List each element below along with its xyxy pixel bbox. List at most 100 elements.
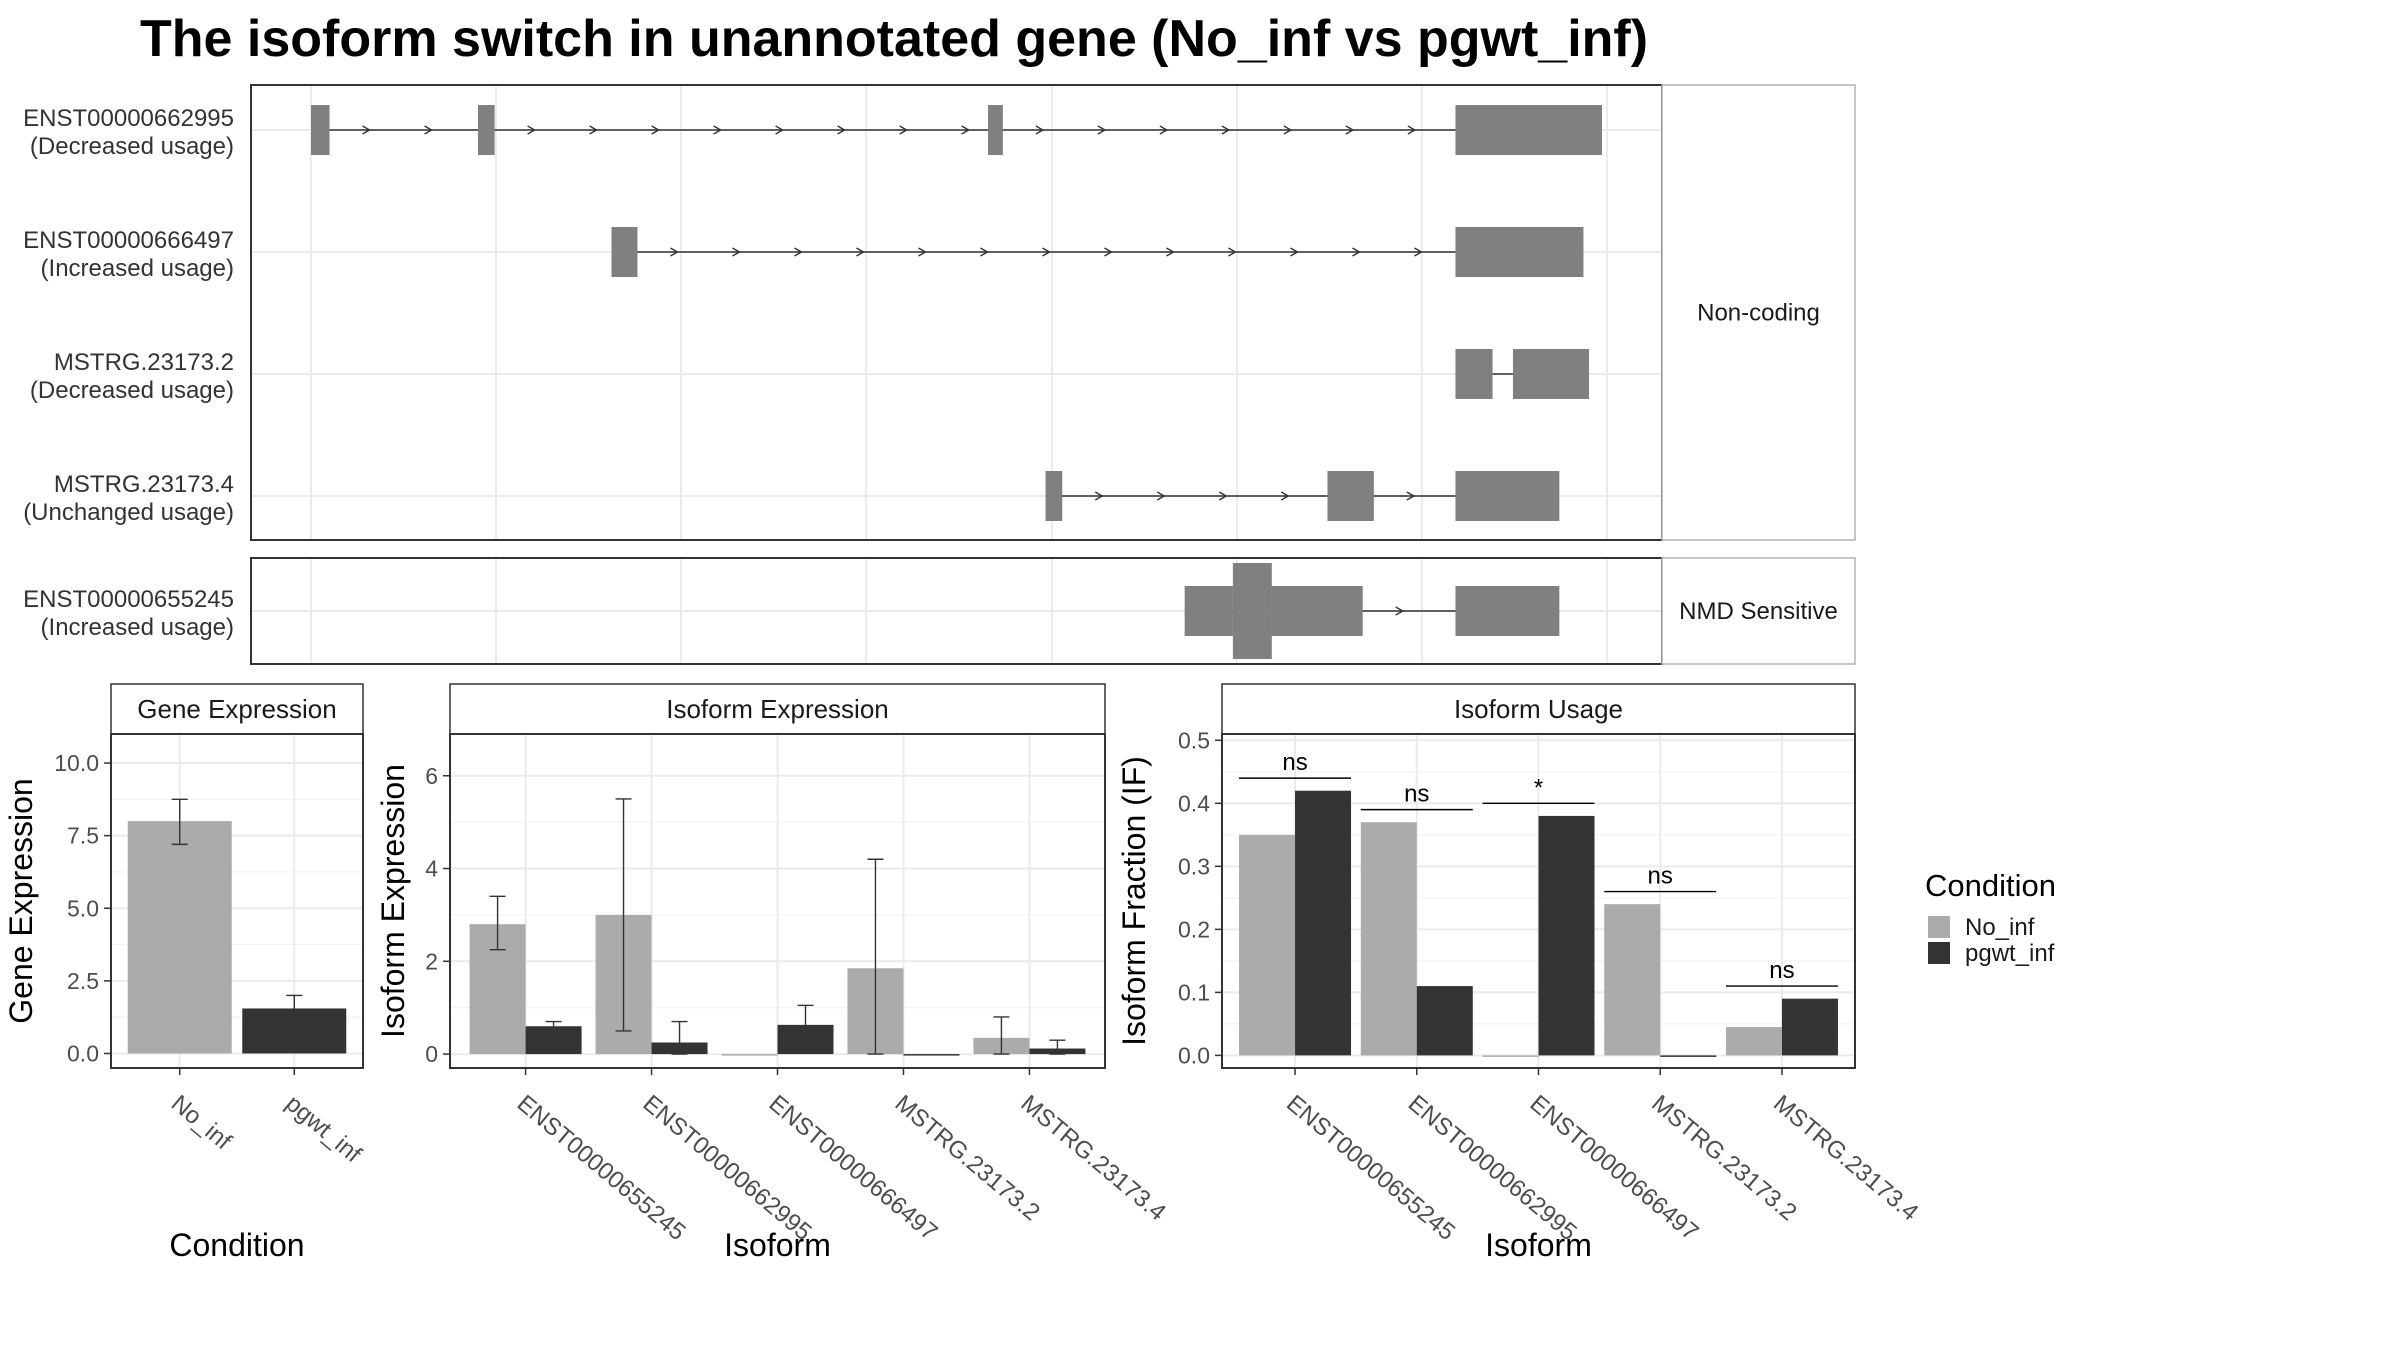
y-axis-title: Isoform Fraction (IF) <box>1116 756 1152 1046</box>
bar <box>1660 1055 1717 1057</box>
bar <box>721 1054 778 1056</box>
y-tick-label: 0.4 <box>1178 790 1210 816</box>
x-axis-title: Condition <box>169 1227 304 1263</box>
intron-arrow <box>1097 125 1107 135</box>
bar <box>1360 822 1417 1056</box>
y-axis-title: Isoform Expression <box>375 764 411 1038</box>
facet-strip <box>1661 557 1856 665</box>
intron-arrow <box>732 247 741 257</box>
transcript-usage: (Unchanged usage) <box>23 499 234 526</box>
x-tick-label: No_inf <box>166 1090 237 1155</box>
intron-arrow <box>651 125 661 135</box>
intron-arrow <box>980 247 989 257</box>
exon-block <box>1455 105 1602 155</box>
significance-label: ns <box>1404 781 1429 808</box>
intron-arrow <box>713 125 723 135</box>
intron-arrow <box>918 247 927 257</box>
intron-arrow <box>1159 125 1169 135</box>
transcript-usage: (Increased usage) <box>41 614 234 641</box>
figure-title: The isoform switch in unannotated gene (… <box>140 10 1648 68</box>
panel-border <box>110 733 364 1069</box>
exon-block <box>988 105 1003 155</box>
intron-arrow <box>1228 247 1237 257</box>
intron-arrow <box>1221 125 1231 135</box>
bar <box>1725 1027 1782 1056</box>
bar <box>1416 986 1473 1056</box>
intron-arrow <box>527 125 537 135</box>
panel-title: Isoform Expression <box>666 694 889 724</box>
intron-arrow <box>1283 125 1293 135</box>
intron-arrow <box>1345 125 1355 135</box>
intron-arrow <box>899 125 909 135</box>
intron-arrow <box>1280 491 1290 501</box>
y-tick-label: 10.0 <box>54 750 99 776</box>
bar <box>1239 834 1296 1056</box>
y-tick-label: 2 <box>425 948 438 974</box>
intron-arrow <box>424 125 433 135</box>
exon-block <box>1455 349 1493 399</box>
intron-arrow <box>670 247 679 257</box>
gene-expression-plot: Gene Expression 0.0 2.5 5.0 7.5 10.0 No_inf pgw… <box>3 683 367 1263</box>
intron-arrow <box>1414 247 1423 257</box>
significance-label: ns <box>1648 863 1673 890</box>
intron-arrow <box>1042 247 1051 257</box>
exon-block <box>1184 586 1233 636</box>
facet-strip-label: NMD Sensitive <box>1679 598 1838 625</box>
intron-arrow <box>1035 125 1045 135</box>
exon-block <box>1455 586 1560 636</box>
transcript-name: ENST00000655245 <box>23 586 234 613</box>
y-tick-label: 0.0 <box>67 1040 99 1066</box>
intron-arrow <box>794 247 803 257</box>
x-tick-label: pgwt_inf <box>280 1090 366 1168</box>
bar <box>1538 815 1595 1056</box>
exon-block <box>611 227 638 277</box>
transcript-usage: (Increased usage) <box>41 255 234 282</box>
cds-block <box>1232 563 1272 659</box>
bar <box>1604 904 1661 1056</box>
intron-arrow <box>1406 491 1416 501</box>
legend-label: No_inf <box>1965 914 2035 941</box>
y-tick-label: 0.5 <box>1178 727 1210 753</box>
legend-swatch <box>1928 942 1950 964</box>
significance-label: * <box>1534 774 1543 801</box>
significance-label: ns <box>1769 957 1794 984</box>
y-tick-label: 0.3 <box>1178 853 1210 879</box>
structure-panel-bg <box>251 85 1662 540</box>
transcript-name: MSTRG.23173.4 <box>54 471 234 498</box>
intron-arrow <box>1166 247 1175 257</box>
isoform-usage-plot: Isoform Usage0.00.10.20.30.40.5ENST00000… <box>1116 683 1923 1263</box>
intron-arrow <box>1395 606 1405 616</box>
significance-label: ns <box>1282 749 1307 776</box>
exon-block <box>1455 227 1584 277</box>
panel-title: Gene Expression <box>137 694 336 724</box>
exon-block <box>1512 349 1590 399</box>
intron-arrow <box>1407 125 1417 135</box>
legend-title: Condition <box>1925 868 2056 903</box>
intron-arrow <box>1352 247 1361 257</box>
bar <box>1781 998 1838 1056</box>
intron-arrow <box>1218 491 1228 501</box>
transcript-usage: (Decreased usage) <box>30 133 234 160</box>
intron-arrow <box>961 125 971 135</box>
facet-strip <box>1661 84 1856 541</box>
intron-arrow <box>1156 491 1166 501</box>
intron-arrow <box>589 125 599 135</box>
y-tick-label: 0 <box>425 1041 438 1067</box>
exon-block <box>311 105 330 155</box>
intron-arrow <box>775 125 785 135</box>
transcript-name: MSTRG.23173.2 <box>54 349 234 376</box>
transcript-name: ENST00000662995 <box>23 105 234 132</box>
y-tick-label: 2.5 <box>67 968 99 994</box>
bar <box>1482 1055 1539 1057</box>
y-axis-title: Gene Expression <box>3 778 39 1023</box>
legend-swatch <box>1928 916 1950 938</box>
intron-arrow <box>1104 247 1113 257</box>
isoform-expression-plot: Isoform Expression0246ENST00000655245ENS… <box>375 683 1171 1263</box>
x-axis-title: Isoform <box>724 1227 831 1263</box>
transcript-name: ENST00000666497 <box>23 227 234 254</box>
bar <box>903 1054 960 1056</box>
y-tick-label: 0.1 <box>1178 979 1210 1005</box>
